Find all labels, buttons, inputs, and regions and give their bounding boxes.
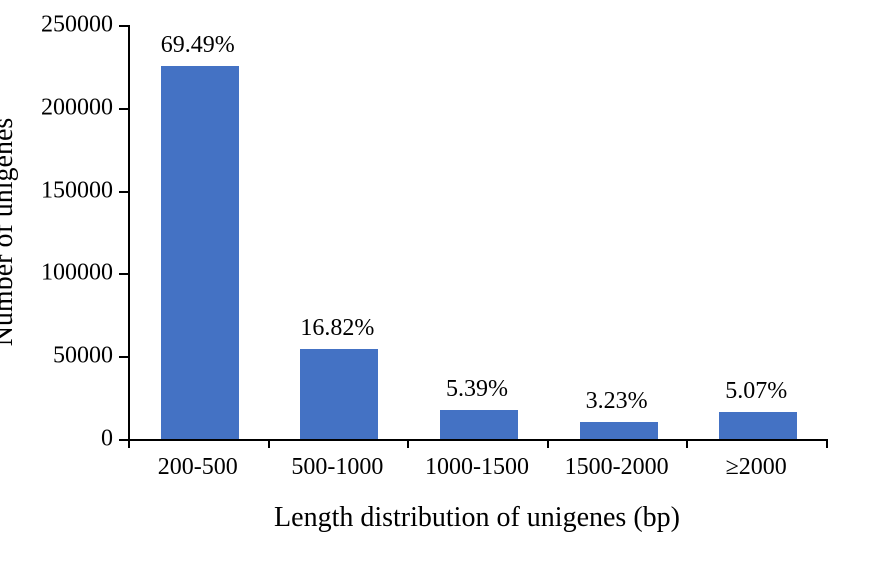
bar bbox=[440, 410, 518, 439]
y-tick-mark bbox=[119, 439, 128, 441]
x-tick-mark bbox=[826, 439, 828, 448]
y-tick-label: 200000 bbox=[0, 94, 113, 121]
x-tick-mark bbox=[686, 439, 688, 448]
y-axis-label: Number of unigenes bbox=[0, 118, 20, 347]
y-tick-label: 250000 bbox=[0, 12, 113, 39]
y-tick-mark bbox=[119, 191, 128, 193]
bar bbox=[300, 349, 378, 439]
x-category-label: 1000-1500 bbox=[425, 454, 529, 481]
y-tick-label: 150000 bbox=[0, 177, 113, 204]
bar-value-label: 3.23% bbox=[586, 388, 648, 415]
bar-value-label: 5.07% bbox=[725, 378, 787, 405]
bar-value-label: 69.49% bbox=[161, 32, 235, 59]
x-category-label: ≥2000 bbox=[726, 454, 787, 481]
unigene-length-chart: Number of unigenes Length distribution o… bbox=[0, 0, 896, 584]
bar bbox=[580, 422, 658, 439]
bar-value-label: 5.39% bbox=[446, 376, 508, 403]
x-tick-mark bbox=[268, 439, 270, 448]
y-tick-mark bbox=[119, 108, 128, 110]
y-tick-label: 50000 bbox=[0, 343, 113, 370]
x-tick-mark bbox=[407, 439, 409, 448]
x-category-label: 1500-2000 bbox=[565, 454, 669, 481]
x-tick-mark bbox=[128, 439, 130, 448]
x-axis-label: Length distribution of unigenes (bp) bbox=[274, 502, 680, 534]
x-category-label: 200-500 bbox=[158, 454, 238, 481]
y-tick-mark bbox=[119, 25, 128, 27]
bar bbox=[719, 412, 797, 439]
y-tick-mark bbox=[119, 356, 128, 358]
y-tick-label: 100000 bbox=[0, 260, 113, 287]
bar bbox=[161, 66, 239, 439]
bar-value-label: 16.82% bbox=[300, 315, 374, 342]
x-tick-mark bbox=[547, 439, 549, 448]
x-category-label: 500-1000 bbox=[291, 454, 383, 481]
y-tick-label: 0 bbox=[0, 426, 113, 453]
y-tick-mark bbox=[119, 273, 128, 275]
